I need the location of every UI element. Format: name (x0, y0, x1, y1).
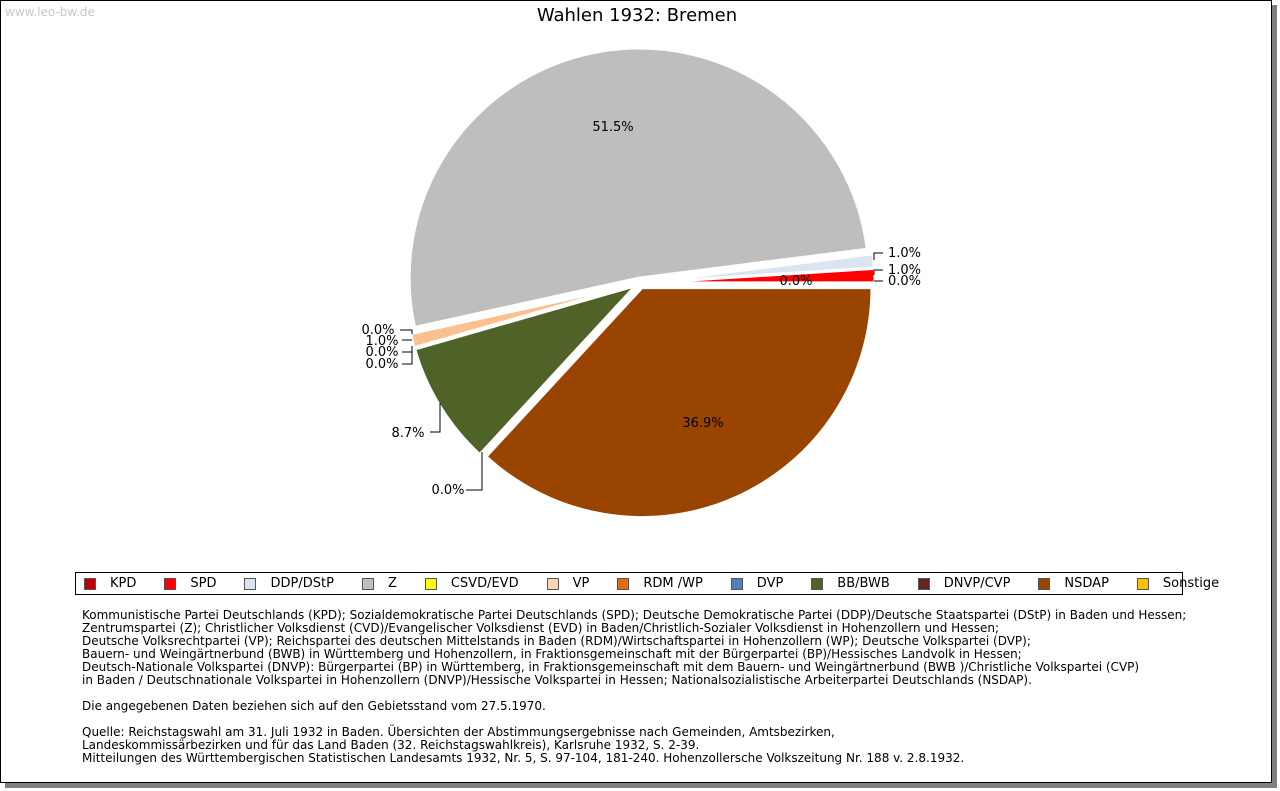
legend-item-nsdap: NSDAP (1038, 576, 1109, 591)
note-line: in Baden / Deutschnationale Volkspartei … (82, 673, 1032, 687)
chart-title: Wahlen 1932: Bremen (536, 5, 738, 26)
label-z: 51.5% (592, 120, 633, 135)
legend-swatch (617, 577, 630, 590)
slice-spd (644, 266, 877, 285)
legend-item-csvd-evd: CSVD/EVD (424, 576, 519, 591)
leader-ddp-dstp (873, 252, 883, 260)
pie-chart: 36.9%0.0%8.7%0.0%0.0%1.0%0.0%0.0%51.5%1.… (361, 46, 921, 520)
legend-label: Z (387, 576, 397, 591)
legend: KPD SPD DDP/DStP Z CSVD/EVD VP RDM /WP DVP BB/BW… (75, 572, 1219, 595)
legend-item-bb-bwb: BB/BWB (811, 576, 890, 591)
notes: Kommunistische Partei Deutschlands (KPD)… (82, 609, 1186, 765)
legend-item-rdm-wp: RDM /WP (617, 576, 703, 591)
legend-label: RDM /WP (643, 576, 703, 591)
legend-item-z: Z (361, 576, 397, 591)
note-line: Deutsche Volksrechtpartei (VP); Reichspa… (82, 634, 1031, 648)
legend-swatch (811, 577, 824, 590)
legend-swatch (1136, 577, 1149, 590)
legend-swatch (424, 577, 437, 590)
legend-label: VP (572, 576, 590, 591)
pie-slices (407, 46, 877, 520)
note-line: Quelle: Reichstagswahl am 31. Juli 1932 … (82, 725, 835, 739)
label-bb-bwb: 8.7% (391, 426, 424, 441)
leader-bb-bwb (430, 403, 441, 433)
leader-vp (400, 329, 413, 334)
legend-item-dvp: DVP (730, 576, 784, 591)
legend-swatch (164, 577, 177, 590)
label-dvp: 0.0% (365, 357, 398, 372)
label-vp: 0.0% (361, 323, 394, 338)
legend-label: BB/BWB (837, 576, 890, 591)
legend-label: Sonstige (1162, 576, 1220, 591)
legend-item-dnvp-cvp: DNVP/CVP (917, 576, 1011, 591)
watermark: www.leo-bw.de (5, 5, 95, 19)
legend-label: CSVD/EVD (450, 576, 519, 591)
label-dnvp-cvp: 0.0% (431, 483, 464, 498)
slice-labels: 36.9%0.0%8.7%0.0%0.0%1.0%0.0%0.0%51.5%1.… (361, 120, 921, 498)
legend-item-ddp-dstp: DDP/DStP (244, 576, 334, 591)
legend-swatch (917, 577, 930, 590)
legend-item-kpd: KPD (84, 576, 136, 591)
leader-spd (873, 269, 883, 275)
leader-dvp (402, 350, 413, 365)
slice-nsdap (483, 286, 874, 520)
label-leaders (400, 252, 883, 491)
legend-item-spd: SPD (164, 576, 216, 591)
label-spd: 1.0% (888, 263, 921, 278)
label-sonstige: 1.0% (365, 334, 398, 349)
label-nsdap: 36.9% (682, 416, 723, 431)
legend-swatch (84, 577, 96, 590)
label-rdm-wp: 0.0% (365, 345, 398, 360)
note-line: Zentrumspartei (Z); Christlicher Volksdi… (82, 621, 1000, 635)
legend-swatch (244, 577, 257, 590)
label-kpd: 0.0% (888, 274, 921, 289)
leader-rdm-wp (402, 346, 413, 353)
note-line: Kommunistische Partei Deutschlands (KPD)… (82, 608, 1187, 622)
legend-label: DVP (756, 576, 784, 591)
legend-label: SPD (190, 576, 217, 591)
legend-label: DNVP/CVP (943, 576, 1011, 591)
legend-swatch (361, 577, 374, 590)
leader-dnvp-cvp (466, 452, 483, 491)
note-line: Bauern- und Weingärtnerbund (BWB) in Wür… (82, 647, 1022, 661)
note-line: Mitteilungen des Württembergischen Stati… (82, 751, 965, 765)
note-line: Deutsch-Nationale Volkspartei (DNVP): Bü… (82, 660, 1140, 674)
label-csvd-evd: 0.0% (779, 274, 812, 289)
legend-item-sonstige: Sonstige (1136, 576, 1220, 591)
legend-label: NSDAP (1064, 576, 1109, 591)
note-line: Landeskommissärbezirken und für das Land… (82, 738, 700, 752)
label-ddp-dstp: 1.0% (888, 246, 921, 261)
legend-swatch (546, 577, 559, 590)
slice-z (407, 46, 870, 330)
legend-item-vp: VP (546, 576, 590, 591)
note-line: Die angegebenen Daten beziehen sich auf … (82, 699, 546, 713)
slice-sonstige (408, 282, 636, 350)
legend-swatch (730, 577, 743, 590)
legend-swatch (1038, 577, 1051, 590)
legend-label: DDP/DStP (270, 576, 334, 591)
legend-label: KPD (110, 576, 137, 591)
